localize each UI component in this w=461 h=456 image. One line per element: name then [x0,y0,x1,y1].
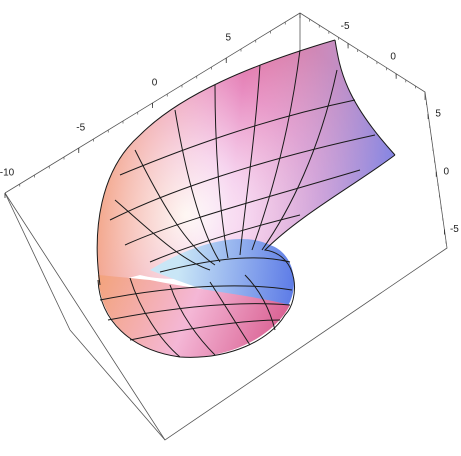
x-tick-label: 5 [225,33,231,44]
y-tick-label: -5 [341,21,350,32]
surface [96,39,396,358]
x-tick-label: -10 [0,168,15,179]
x-tick-label: 0 [152,78,158,89]
z-tick-label: 0 [443,166,449,177]
x-tick-label: -5 [76,123,85,134]
z-tick-label: -5 [450,224,459,235]
z-tick-label: 5 [435,109,441,120]
bounding-box [4,12,448,441]
y-tick-label: 0 [390,51,396,62]
